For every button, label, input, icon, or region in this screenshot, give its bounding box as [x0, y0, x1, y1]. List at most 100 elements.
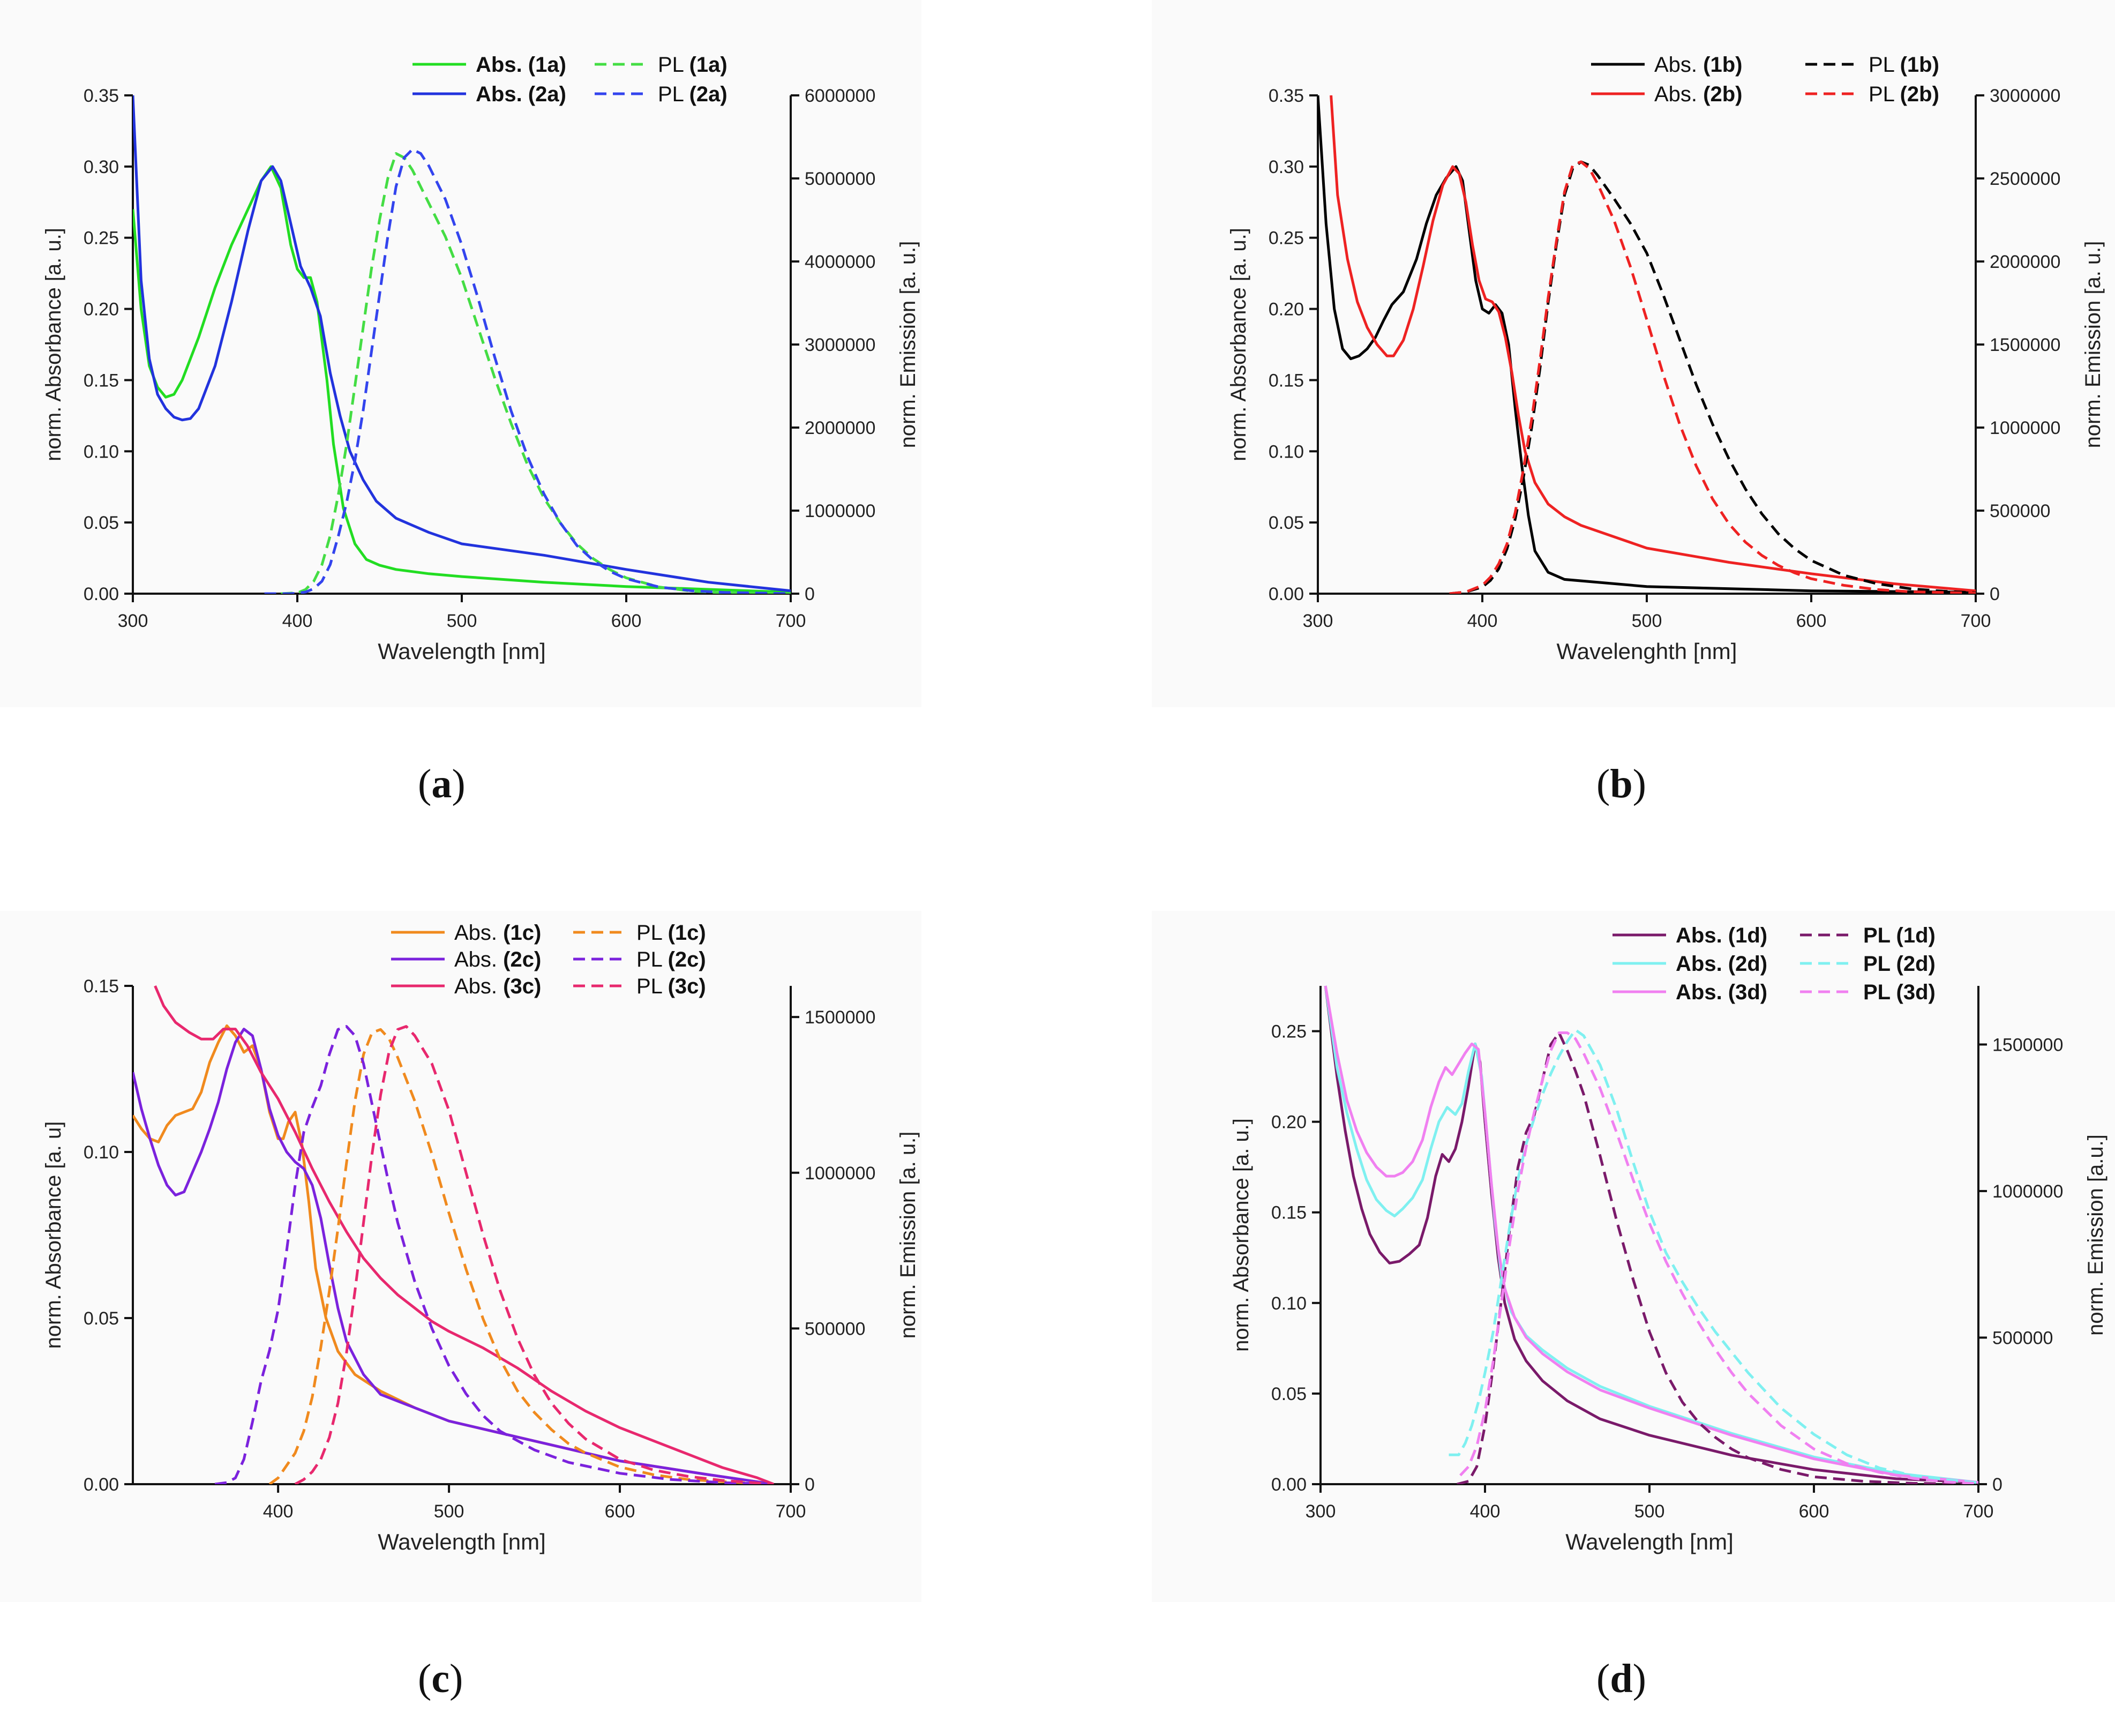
subpanel-label-a: (a)	[418, 761, 466, 806]
x-axis-label: Wavelength [nm]	[1565, 1529, 1734, 1554]
x-axis-label: Wavelength [nm]	[378, 1529, 546, 1554]
y2-axis-label: norm. Emission [a.u.]	[2084, 1134, 2108, 1336]
y-axis-label: norm. Absorbance [a. u.]	[42, 228, 65, 461]
x-tick-label: 400	[1467, 611, 1498, 631]
x-tick-label: 500	[1634, 1501, 1665, 1522]
y2-tick-label: 0	[805, 584, 815, 604]
legend-entry: PL (1b)	[1869, 53, 1939, 77]
legend-entry: PL (1d)	[1863, 924, 1936, 947]
y-tick-label: 0.25	[1269, 228, 1304, 249]
series-line-pl-3c	[294, 1025, 774, 1484]
series-line-abs-1a	[133, 165, 791, 594]
y2-tick-label: 1000000	[1992, 1181, 2063, 1202]
y2-tick-label: 2000000	[805, 418, 875, 438]
y-tick-label: 0.10	[84, 1142, 119, 1163]
y2-tick-label: 500000	[1992, 1328, 2053, 1348]
y-tick-label: 0.05	[1271, 1384, 1307, 1404]
y2-tick-label: 0	[1992, 1475, 2002, 1495]
panel-background	[1152, 911, 2115, 1602]
legend-entry: Abs. (1c)	[454, 921, 541, 945]
y-tick-label: 0.20	[1269, 300, 1304, 320]
x-tick-label: 400	[263, 1501, 294, 1522]
y2-tick-label: 1000000	[1990, 418, 2060, 438]
series-line-pl-1a	[281, 152, 791, 594]
y-axis-label: norm. Absorbance [a. u.]	[1229, 1118, 1253, 1352]
series-line-abs-2c	[133, 1028, 774, 1484]
x-tick-label: 300	[118, 611, 148, 631]
series-line-pl-2b	[1449, 160, 1976, 594]
chart-panel-b: 300 400 500 600 700 0.00 0.05 0.10 0.15 0.20 0.25 0…	[1152, 0, 2115, 707]
x-tick-label: 300	[1303, 611, 1333, 631]
x-tick-label: 300	[1306, 1501, 1336, 1522]
x-tick-label: 600	[605, 1501, 635, 1522]
series-line-abs-2a	[133, 95, 791, 593]
series-line-pl-1d	[1457, 1031, 1978, 1484]
legend-entry: PL (1c)	[636, 921, 706, 945]
y2-tick-label: 0	[805, 1475, 815, 1495]
y-tick-label: 0.30	[1269, 157, 1304, 177]
chart-panel-d: 300 400 500 600 700 0.00 0.05 0.10 0.15 0.20 0.25 0…	[1152, 911, 2115, 1602]
y-tick-label: 0.05	[84, 513, 119, 533]
y2-tick-label: 500000	[1990, 501, 2050, 521]
y-tick-label: 0.20	[84, 300, 119, 320]
legend-entry: PL (2a)	[658, 83, 728, 106]
y2-tick-label: 3000000	[1990, 86, 2060, 106]
panel-background	[0, 911, 921, 1602]
legend-entry: PL (2c)	[636, 948, 706, 971]
x-axis-label: Wavelenghth [nm]	[1557, 639, 1737, 664]
legend-entry: Abs. (1b)	[1654, 53, 1742, 77]
series-line-pl-1c	[268, 1028, 774, 1484]
legend-entry: Abs. (3c)	[454, 975, 541, 998]
y2-tick-label: 1000000	[805, 1163, 875, 1184]
y-tick-label: 0.15	[84, 370, 119, 391]
subpanel-label-d: (d)	[1596, 1656, 1646, 1701]
legend-entry: Abs. (1d)	[1676, 924, 1767, 947]
x-tick-label: 700	[776, 1501, 806, 1522]
y2-tick-label: 4000000	[805, 252, 875, 272]
y-axis-label: norm. Absorbance [a. u.]	[1227, 228, 1250, 461]
x-tick-label: 400	[1470, 1501, 1501, 1522]
y2-tick-label: 1500000	[805, 1007, 875, 1028]
series-line-pl-2d	[1449, 1028, 1978, 1484]
y2-tick-label: 1500000	[1992, 1035, 2063, 1055]
series-line-abs-3c	[154, 985, 775, 1484]
y-tick-label: 0.20	[1271, 1112, 1307, 1133]
y2-axis-label: norm. Emission [a. u.]	[896, 241, 920, 448]
y-tick-label: 0.00	[84, 584, 119, 604]
y2-tick-label: 1000000	[805, 501, 875, 521]
y2-axis-label: norm. Emission [a. u.]	[896, 1132, 920, 1339]
x-tick-label: 600	[1799, 1501, 1829, 1522]
series-line-pl-1b	[1449, 160, 1976, 594]
y2-tick-label: 0	[1990, 584, 2000, 604]
y-tick-label: 0.35	[84, 86, 119, 106]
y2-tick-label: 2000000	[1990, 252, 2060, 272]
legend-entry: PL (2d)	[1863, 952, 1936, 976]
subpanel-label-b: (b)	[1596, 761, 1646, 806]
legend-entry: Abs. (2b)	[1654, 83, 1742, 106]
y-tick-label: 0.00	[84, 1475, 119, 1495]
subpanel-label-c: (c)	[418, 1656, 463, 1701]
x-tick-label: 500	[447, 611, 477, 631]
x-tick-label: 700	[1961, 611, 1991, 631]
y2-tick-label: 5000000	[805, 169, 875, 189]
y-tick-label: 0.15	[1269, 370, 1304, 391]
x-tick-label: 500	[434, 1501, 464, 1522]
y-tick-label: 0.10	[84, 442, 119, 462]
y-tick-label: 0.25	[1271, 1022, 1307, 1042]
series-line-abs-3d	[1324, 985, 1978, 1484]
y2-tick-label: 2500000	[1990, 169, 2060, 189]
y-tick-label: 0.15	[1271, 1203, 1307, 1223]
y-tick-label: 0.25	[84, 228, 119, 249]
y-tick-label: 0.10	[1269, 442, 1304, 462]
x-tick-label: 700	[776, 611, 806, 631]
y2-tick-label: 6000000	[805, 86, 875, 106]
y-tick-label: 0.00	[1271, 1475, 1307, 1495]
legend-entry: Abs. (2a)	[476, 83, 566, 106]
y-axis-label: norm. Absorbance [a. u]	[42, 1121, 65, 1349]
y2-tick-label: 3000000	[805, 335, 875, 355]
series-line-abs-1b	[1318, 95, 1976, 594]
y-tick-label: 0.05	[84, 1308, 119, 1329]
y2-tick-label: 1500000	[1990, 335, 2060, 355]
series-line-abs-2b	[1330, 95, 1976, 593]
